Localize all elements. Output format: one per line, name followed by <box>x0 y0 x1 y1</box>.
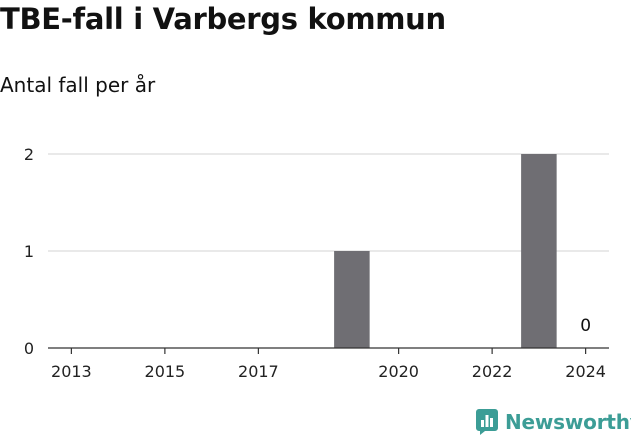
newsworthy-brand[interactable]: Newsworthy <box>476 407 631 437</box>
data-label: 0 <box>580 316 591 336</box>
bar-2019 <box>334 251 370 348</box>
y-tick-label: 2 <box>24 145 34 164</box>
chart-subtitle: Antal fall per år <box>0 73 156 97</box>
newsworthy-logo-icon <box>476 409 498 435</box>
y-tick-label: 1 <box>24 242 34 261</box>
y-tick-label: 0 <box>24 339 34 358</box>
chart-title: TBE-fall i Varbergs kommun <box>0 2 446 36</box>
bars <box>334 154 557 348</box>
grid-lines <box>48 153 609 252</box>
x-tick-label: 2015 <box>145 362 186 381</box>
brand-name: Newsworthy <box>505 410 631 434</box>
x-tick-label: 2013 <box>51 362 92 381</box>
annotations: 0 <box>580 316 591 336</box>
y-axis-labels: 0 1 2 <box>24 145 34 358</box>
x-tick-label: 2024 <box>565 362 606 381</box>
x-axis <box>48 347 609 354</box>
x-tick-label: 2022 <box>472 362 513 381</box>
x-axis-labels: 2013 2015 2017 2020 2022 2024 <box>51 362 606 381</box>
bar-2023 <box>521 154 557 348</box>
x-tick-label: 2017 <box>238 362 279 381</box>
x-tick-label: 2020 <box>378 362 419 381</box>
